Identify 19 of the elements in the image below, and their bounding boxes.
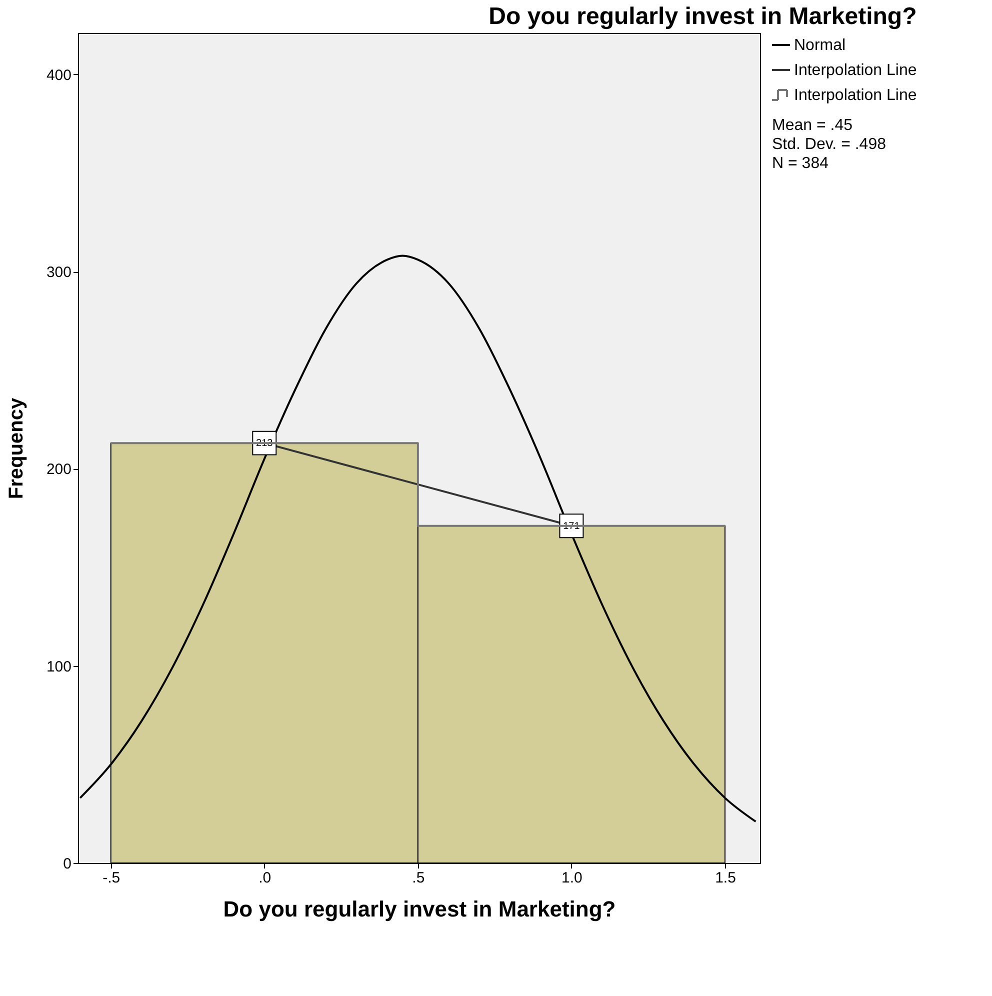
y-axis-title: Frequency [5, 397, 28, 500]
legend-label: Normal [794, 37, 846, 54]
x-tick-label: 1.5 [715, 870, 736, 886]
x-axis-title: Do you regularly invest in Marketing? [223, 896, 616, 922]
y-tick-label: 400 [46, 66, 72, 84]
legend-label: Interpolation Line [794, 62, 917, 79]
x-tick-label: 1.0 [562, 870, 582, 886]
text: Mean = .45 [772, 117, 853, 134]
y-tick-label: 300 [46, 264, 72, 282]
y-tick-label: 0 [63, 856, 72, 872]
x-tick-label: -.5 [102, 870, 120, 886]
text: Std. Dev. = .498 [772, 136, 886, 153]
x-tick-label: .5 [412, 870, 425, 886]
y-tick-label: 100 [46, 658, 72, 676]
y-tick-label: 200 [46, 461, 72, 478]
text: N = 384 [772, 155, 829, 172]
legend-label: Interpolation Line [794, 87, 917, 104]
x-tick-label: .0 [258, 870, 272, 886]
chart-title: Do you regularly invest in Marketing? [488, 3, 917, 30]
